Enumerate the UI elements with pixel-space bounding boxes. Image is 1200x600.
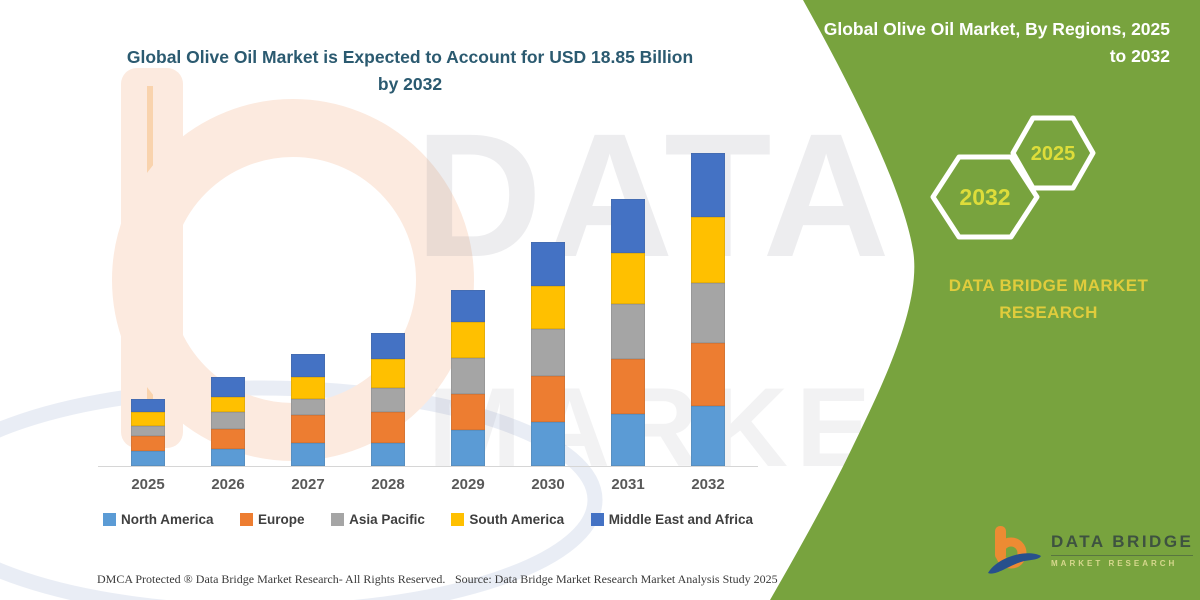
- x-tick-2032: 2032: [691, 476, 725, 493]
- stacked-bar-2028: [371, 332, 405, 466]
- segment-north-america-2025: [131, 450, 165, 466]
- stacked-bar-2031: [611, 198, 645, 466]
- segment-south-america-2026: [211, 396, 245, 412]
- segment-asia-pacific-2027: [291, 398, 325, 415]
- segment-asia-pacific-2032: [691, 282, 725, 343]
- plot-area: [100, 152, 756, 466]
- segment-north-america-2026: [211, 448, 245, 466]
- segment-europe-2029: [451, 394, 485, 430]
- footer-dmca-text: DMCA Protected ® Data Bridge Market Rese…: [97, 572, 446, 586]
- segment-europe-2032: [691, 342, 725, 406]
- segment-middle-east-and-africa-2025: [131, 398, 165, 412]
- legend-item-asia-pacific: Asia Pacific: [331, 512, 425, 527]
- segment-asia-pacific-2030: [531, 329, 565, 376]
- x-tick-2026: 2026: [211, 476, 245, 493]
- segment-middle-east-and-africa-2030: [531, 242, 565, 287]
- legend-item-middle-east-and-africa: Middle East and Africa: [590, 512, 753, 527]
- segment-middle-east-and-africa-2032: [691, 152, 725, 218]
- segment-asia-pacific-2028: [371, 387, 405, 412]
- segment-north-america-2029: [451, 430, 485, 466]
- segment-south-america-2027: [291, 376, 325, 399]
- segment-europe-2027: [291, 414, 325, 443]
- stacked-bar-2026: [211, 376, 245, 466]
- segment-north-america-2027: [291, 442, 325, 466]
- segment-middle-east-and-africa-2028: [371, 332, 405, 359]
- legend: North America Europe Asia Pacific South Ame…: [103, 512, 753, 527]
- stacked-bar-2032: [691, 152, 725, 466]
- x-tick-2027: 2027: [291, 476, 325, 493]
- segment-south-america-2032: [691, 217, 725, 283]
- panel-title: Global Olive Oil Market, By Regions, 202…: [823, 19, 1170, 67]
- x-tick-2028: 2028: [371, 476, 405, 493]
- stacked-bar-2025: [131, 398, 165, 466]
- segment-middle-east-and-africa-2029: [451, 290, 485, 322]
- legend-item-europe: Europe: [240, 512, 305, 527]
- segment-north-america-2032: [691, 405, 725, 466]
- legend-swatch-north-america: [103, 513, 116, 526]
- legend-swatch-middle-east-and-africa: [590, 513, 604, 526]
- stacked-bar-2027: [291, 353, 325, 466]
- chart-title: Global Olive Oil Market is Expected to A…: [126, 47, 694, 95]
- company-logo: DATA BRIDGE MARKET RESEARCH: [986, 524, 1194, 582]
- segment-north-america-2031: [611, 413, 645, 466]
- legend-swatch-asia-pacific: [331, 513, 345, 526]
- legend-label-europe: Europe: [258, 512, 305, 527]
- segment-south-america-2029: [451, 322, 485, 358]
- x-tick-2029: 2029: [451, 476, 485, 493]
- stacked-bar-2029: [451, 290, 485, 466]
- logo-tagline: MARKET RESEARCH: [1051, 559, 1178, 568]
- segment-europe-2030: [531, 375, 565, 422]
- x-axis-labels: 2025 2026 2027 2028 2029 2030 2031 2032: [100, 476, 756, 493]
- footer-source-text: Source: Data Bridge Market Research Mark…: [455, 572, 778, 586]
- segment-europe-2026: [211, 428, 245, 449]
- legend-swatch-south-america: [451, 513, 465, 526]
- segment-south-america-2031: [611, 252, 645, 304]
- segment-asia-pacific-2025: [131, 425, 165, 436]
- legend-label-north-america: North America: [121, 512, 214, 527]
- segment-europe-2028: [371, 411, 405, 443]
- hexagon-year-front: 2025: [1031, 143, 1076, 165]
- legend-label-south-america: South America: [469, 512, 565, 527]
- segment-europe-2031: [611, 358, 645, 414]
- legend-item-north-america: North America: [103, 512, 214, 527]
- hexagon-year-back: 2032: [959, 184, 1010, 210]
- logo-b-icon: [988, 526, 1041, 574]
- segment-asia-pacific-2026: [211, 411, 245, 429]
- legend-item-south-america: South America: [451, 512, 564, 527]
- segment-south-america-2028: [371, 358, 405, 388]
- x-axis-line: [98, 466, 758, 467]
- segment-asia-pacific-2029: [451, 358, 485, 394]
- hexagon-years-graphic: 2032 2025: [930, 115, 1096, 240]
- segment-north-america-2030: [531, 421, 565, 466]
- segment-north-america-2028: [371, 442, 405, 466]
- segment-south-america-2025: [131, 411, 165, 426]
- segment-middle-east-and-africa-2027: [291, 353, 325, 377]
- segment-middle-east-and-africa-2026: [211, 376, 245, 397]
- brand-wordmark: DATA BRIDGE MARKET RESEARCH: [946, 272, 1151, 326]
- segment-middle-east-and-africa-2031: [611, 198, 645, 253]
- legend-label-asia-pacific: Asia Pacific: [349, 512, 425, 527]
- logo-text-block: DATA BRIDGE MARKET RESEARCH: [1051, 524, 1194, 568]
- x-tick-2025: 2025: [131, 476, 165, 493]
- x-tick-2031: 2031: [611, 476, 645, 493]
- segment-asia-pacific-2031: [611, 303, 645, 359]
- legend-label-middle-east-and-africa: Middle East and Africa: [608, 512, 753, 527]
- stacked-bar-2030: [531, 242, 565, 466]
- segment-south-america-2030: [531, 286, 565, 330]
- logo-name: DATA BRIDGE: [1051, 532, 1194, 556]
- segment-europe-2025: [131, 435, 165, 451]
- brand-line2: RESEARCH: [999, 303, 1098, 323]
- x-tick-2030: 2030: [531, 476, 565, 493]
- brand-line1: DATA BRIDGE MARKET: [948, 276, 1149, 295]
- legend-swatch-europe: [240, 513, 254, 526]
